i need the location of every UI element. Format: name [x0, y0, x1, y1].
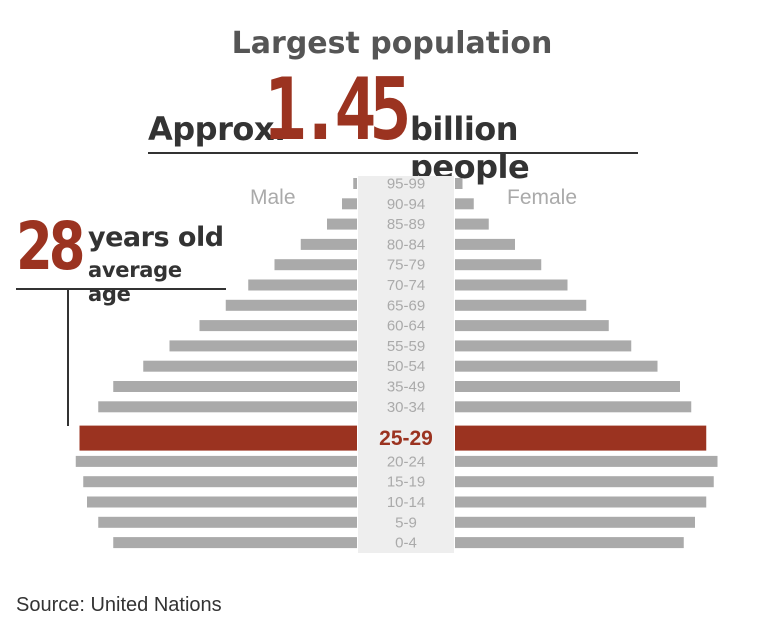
- age-label-band: [358, 176, 454, 553]
- male-bar-25-29: [79, 425, 357, 451]
- age-label-60-64: 60-64: [387, 318, 425, 335]
- chart-title: Largest population: [231, 26, 553, 61]
- age-label-10-14: 10-14: [387, 494, 425, 511]
- female-bar-0-4: [455, 537, 684, 549]
- age-label-75-79: 75-79: [387, 257, 425, 274]
- age-label-70-74: 70-74: [387, 277, 425, 294]
- average-age-line1: years old: [88, 222, 224, 253]
- age-label-25-29: 25-29: [379, 427, 433, 450]
- age-label-50-54: 50-54: [387, 358, 425, 375]
- age-label-85-89: 85-89: [387, 216, 425, 233]
- male-bar-20-24: [75, 455, 357, 467]
- average-age-callout: 28 years old average age: [16, 208, 226, 306]
- female-bar-85-89: [455, 218, 489, 230]
- female-bar-55-59: [455, 340, 632, 352]
- male-bar-85-89: [327, 218, 357, 230]
- age-label-65-69: 65-69: [387, 297, 425, 314]
- female-bar-35-49: [455, 381, 680, 392]
- age-label-95-99: 95-99: [387, 176, 425, 193]
- average-age-leader-line: [67, 289, 69, 426]
- female-bar-95-99: [455, 178, 463, 189]
- male-bar-35-49: [113, 381, 357, 392]
- male-bar-30-34: [98, 401, 357, 413]
- age-label-20-24: 20-24: [387, 453, 425, 470]
- female-bar-20-24: [455, 455, 718, 467]
- female-bar-30-34: [455, 401, 692, 413]
- male-bar-75-79: [274, 259, 357, 271]
- age-label-90-94: 90-94: [387, 196, 425, 213]
- female-bar-25-29: [455, 425, 707, 451]
- male-bar-90-94: [342, 198, 357, 210]
- female-bar-10-14: [455, 496, 707, 508]
- age-label-15-19: 15-19: [387, 474, 425, 491]
- female-bar-80-84: [455, 238, 515, 250]
- age-label-55-59: 55-59: [387, 338, 425, 355]
- male-label: Male: [250, 186, 296, 209]
- average-age-number: 28: [16, 208, 85, 285]
- age-label-0-4: 0-4: [395, 535, 417, 552]
- age-label-30-34: 30-34: [387, 399, 425, 416]
- age-label-80-84: 80-84: [387, 236, 425, 253]
- male-bar-70-74: [248, 279, 357, 291]
- female-bar-50-54: [455, 360, 658, 372]
- male-bar-55-59: [169, 340, 357, 352]
- source-note: Source: United Nations: [16, 594, 222, 616]
- female-bar-90-94: [455, 198, 474, 210]
- headline: Approx. 1.45 billion people: [148, 60, 638, 186]
- age-label-5-9: 5-9: [395, 514, 417, 531]
- male-bar-5-9: [98, 516, 357, 528]
- average-age-line2: average age: [88, 258, 182, 306]
- male-bar-65-69: [225, 299, 357, 311]
- average-age-underline: [16, 288, 226, 290]
- male-bar-15-19: [83, 476, 357, 488]
- headline-number: 1.45: [264, 60, 412, 160]
- female-bar-65-69: [455, 299, 587, 311]
- male-bar-80-84: [300, 238, 357, 250]
- female-bar-5-9: [455, 516, 695, 528]
- male-bar-50-54: [143, 360, 357, 372]
- male-bar-95-99: [353, 178, 357, 189]
- headline-prefix: Approx.: [148, 110, 286, 148]
- female-bar-60-64: [455, 320, 609, 332]
- male-bar-60-64: [199, 320, 357, 332]
- female-bar-75-79: [455, 259, 542, 271]
- female-label: Female: [507, 186, 578, 209]
- male-bar-0-4: [113, 537, 357, 549]
- headline-underline: [148, 152, 638, 154]
- female-bar-70-74: [455, 279, 568, 291]
- male-bar-10-14: [87, 496, 357, 508]
- age-label-35-49: 35-49: [387, 379, 425, 396]
- female-bar-15-19: [455, 476, 714, 488]
